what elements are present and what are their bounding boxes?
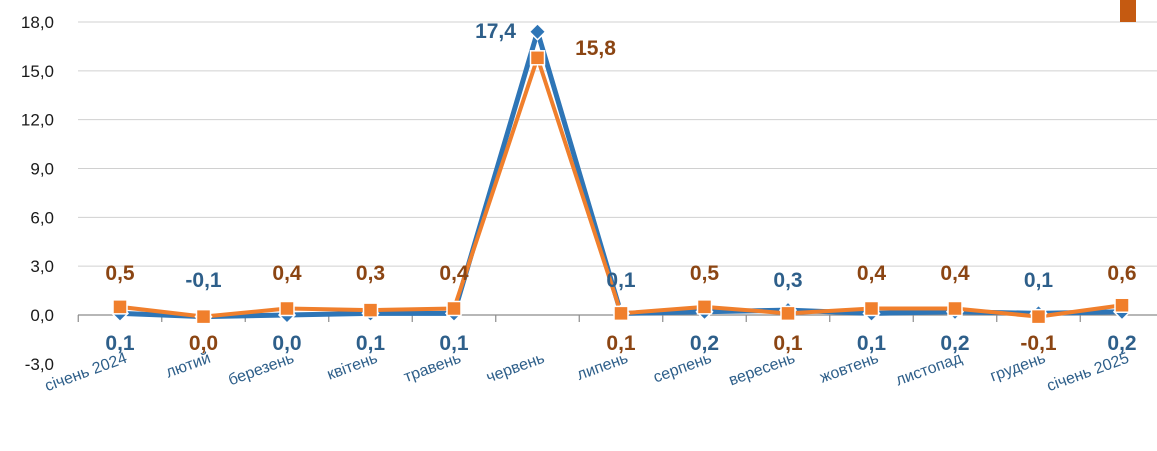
y-tick-label: 15,0 — [21, 62, 54, 81]
x-axis-ticks: січень 2024 лютий березень квітень травень че… — [43, 350, 1132, 396]
data-label: 0,1 — [356, 332, 386, 355]
data-label: 0,1 — [1024, 269, 1054, 292]
data-point — [195, 308, 212, 325]
data-label: 0,1 — [105, 332, 135, 355]
data-label: 0,1 — [606, 269, 636, 292]
y-tick-label: 6,0 — [30, 208, 54, 227]
data-point — [696, 299, 713, 315]
data-label: -0,1 — [185, 269, 222, 292]
data-label: 0,2 — [1107, 332, 1136, 355]
x-tick-label: жовтень — [818, 350, 881, 387]
data-point — [1114, 297, 1130, 313]
y-tick-label: 9,0 — [30, 160, 54, 179]
x-tick-label: листопад — [894, 350, 965, 390]
data-label: 0,3 — [356, 262, 385, 285]
data-labels: 0,1 -0,1 0,0 0,1 0,1 17,4 0,1 0,2 0,3 0,1 0,2 0,1 0,… — [105, 20, 1136, 355]
x-tick-label: травень — [402, 350, 464, 386]
x-tick-label: вересень — [727, 350, 798, 390]
data-label: 0,3 — [773, 269, 802, 292]
x-tick-label: березень — [226, 350, 296, 389]
y-axis-ticks: 18,0 15,0 12,0 9,0 6,0 3,0 0,0 -3,0 — [21, 13, 54, 374]
series-markers — [110, 22, 1132, 326]
data-label: 0,6 — [1107, 262, 1136, 285]
data-point — [529, 50, 546, 66]
y-tick-label: -3,0 — [25, 355, 54, 374]
data-label: 0,4 — [272, 262, 302, 285]
x-tick-label: червень — [484, 350, 547, 387]
data-point — [613, 305, 629, 322]
data-label: 0,5 — [105, 262, 135, 285]
y-tick-label: 3,0 — [30, 257, 54, 276]
data-label: 0,5 — [690, 262, 720, 285]
data-label: 0,1 — [773, 332, 803, 355]
y-tick-label: 12,0 — [21, 111, 54, 130]
data-label: 0,1 — [606, 332, 636, 355]
x-tick-label: серпень — [651, 350, 714, 387]
gridlines — [78, 21, 1157, 267]
clipped-title-fragment — [1120, 0, 1136, 22]
data-point — [947, 300, 963, 317]
data-point — [780, 305, 796, 322]
data-point — [279, 300, 295, 317]
data-label: 0,1 — [857, 332, 887, 355]
x-tick-label: грудень — [988, 350, 1048, 386]
data-label: 0,4 — [940, 262, 970, 285]
y-tick-label: 0,0 — [30, 306, 54, 325]
data-point — [528, 22, 547, 41]
x-tick-label: січень 2024 — [43, 350, 130, 395]
y-tick-label: 18,0 — [21, 13, 54, 32]
data-point — [362, 302, 379, 318]
data-label: 0,2 — [940, 332, 969, 355]
data-label: 0,2 — [690, 332, 719, 355]
data-point — [446, 300, 462, 317]
data-point — [863, 300, 880, 317]
data-label: 0,0 — [189, 332, 218, 355]
data-point — [1030, 308, 1047, 325]
data-label: 15,8 — [575, 37, 616, 60]
data-label: 0,4 — [857, 262, 887, 285]
x-tick-label: січень 2025 — [1045, 350, 1132, 395]
data-label: 0,0 — [272, 332, 301, 355]
data-label: 17,4 — [475, 20, 516, 43]
data-point — [112, 299, 128, 315]
data-label: 0,4 — [439, 262, 469, 285]
data-label: 0,1 — [439, 332, 469, 355]
data-label: -0,1 — [1020, 332, 1057, 355]
